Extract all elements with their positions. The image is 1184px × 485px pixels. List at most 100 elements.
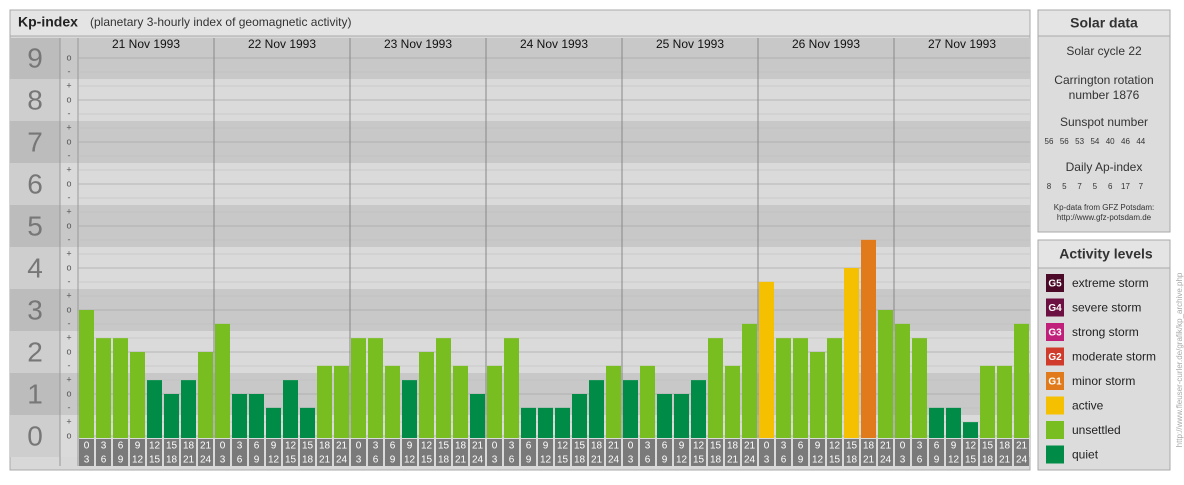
solar-title: Solar data	[1070, 15, 1138, 31]
hour-box	[555, 439, 570, 466]
hour-box	[878, 439, 893, 466]
legend-label: unsettled	[1072, 423, 1121, 437]
minor-tick-label: -	[68, 234, 71, 244]
hour-label: 9	[815, 441, 821, 452]
hour-label: 18	[438, 455, 450, 466]
hour-label: 12	[965, 441, 977, 452]
hour-label: 3	[356, 455, 362, 466]
hour-box	[997, 439, 1012, 466]
hour-label: 15	[693, 455, 705, 466]
hour-box	[453, 439, 468, 466]
bar	[487, 365, 502, 438]
hour-label: 18	[591, 441, 603, 452]
hour-box	[691, 439, 706, 466]
bar	[419, 352, 434, 438]
y-tick-label: 0	[27, 420, 43, 451]
minor-tick-label: +	[66, 206, 71, 216]
hour-label: 9	[254, 455, 260, 466]
bar	[538, 407, 553, 438]
hour-label: 3	[509, 441, 515, 452]
hour-label: 18	[455, 441, 467, 452]
hour-label: 18	[574, 455, 586, 466]
sunspot-value: 53	[1075, 137, 1084, 146]
hour-box	[708, 439, 723, 466]
bar	[283, 380, 298, 438]
hour-label: 24	[744, 455, 756, 466]
hour-label: 12	[948, 455, 960, 466]
legend-swatch	[1046, 445, 1064, 464]
hour-box	[521, 439, 536, 466]
bar	[147, 380, 162, 438]
bar	[164, 394, 179, 438]
minor-tick-label: +	[66, 290, 71, 300]
sunspot-value: 40	[1106, 137, 1115, 146]
bar	[504, 338, 519, 438]
ap-value: 5	[1093, 182, 1098, 191]
hour-label: 15	[710, 441, 722, 452]
ap-value: 6	[1108, 182, 1113, 191]
hour-box	[249, 439, 264, 466]
hour-box	[113, 439, 128, 466]
hour-label: 3	[237, 441, 243, 452]
bar	[232, 394, 247, 438]
minor-tick-label: -	[68, 276, 71, 286]
bar	[79, 310, 94, 438]
hour-box	[946, 439, 961, 466]
hour-box	[929, 439, 944, 466]
hour-label: 6	[526, 441, 532, 452]
bar	[980, 365, 995, 438]
bar	[402, 380, 417, 438]
hour-label: 9	[526, 455, 532, 466]
hour-box	[742, 439, 757, 466]
bar	[776, 338, 791, 438]
hour-label: 6	[237, 455, 243, 466]
hour-label: 3	[645, 441, 651, 452]
hour-box	[232, 439, 247, 466]
hour-label: 12	[285, 441, 297, 452]
legend-swatch	[1046, 298, 1064, 317]
bar	[640, 365, 655, 438]
y-tick-label: 5	[27, 210, 43, 241]
bar	[572, 394, 587, 438]
hour-box	[368, 439, 383, 466]
hour-label: 12	[421, 441, 433, 452]
hour-label: 6	[118, 441, 124, 452]
minor-tick-label: +	[66, 416, 71, 426]
hour-box	[572, 439, 587, 466]
hour-label: 15	[149, 455, 161, 466]
hour-box	[623, 439, 638, 466]
hour-box	[861, 439, 876, 466]
hour-label: 24	[880, 455, 892, 466]
bar	[368, 338, 383, 438]
legend-badge: G5	[1048, 279, 1062, 290]
hour-box	[844, 439, 859, 466]
hour-label: 21	[472, 441, 484, 452]
hour-label: 9	[543, 441, 549, 452]
hour-box	[1014, 439, 1029, 466]
hour-box	[300, 439, 315, 466]
solar-title-bar	[1037, 9, 1171, 37]
hour-label: 24	[608, 455, 620, 466]
hour-label: 9	[407, 441, 413, 452]
hour-box	[980, 439, 995, 466]
hour-box	[657, 439, 672, 466]
sunspot-title: Sunspot number	[1060, 115, 1148, 129]
hour-box	[266, 439, 281, 466]
day-label: 25 Nov 1993	[656, 37, 724, 51]
hour-label: 18	[302, 455, 314, 466]
hour-box	[130, 439, 145, 466]
bar	[963, 422, 978, 438]
bar	[793, 338, 808, 438]
minor-tick-label: -	[68, 150, 71, 160]
hour-label: 18	[319, 441, 331, 452]
chart-title: Kp-index	[18, 14, 78, 30]
bar	[436, 338, 451, 438]
day-label: 22 Nov 1993	[248, 37, 316, 51]
y-tick-label: 8	[27, 84, 43, 115]
hour-label: 12	[812, 455, 824, 466]
title-bar	[9, 9, 1031, 37]
sunspot-value: 56	[1060, 137, 1069, 146]
legend-label: severe storm	[1072, 301, 1141, 315]
hour-label: 3	[492, 455, 498, 466]
hour-label: 6	[254, 441, 260, 452]
